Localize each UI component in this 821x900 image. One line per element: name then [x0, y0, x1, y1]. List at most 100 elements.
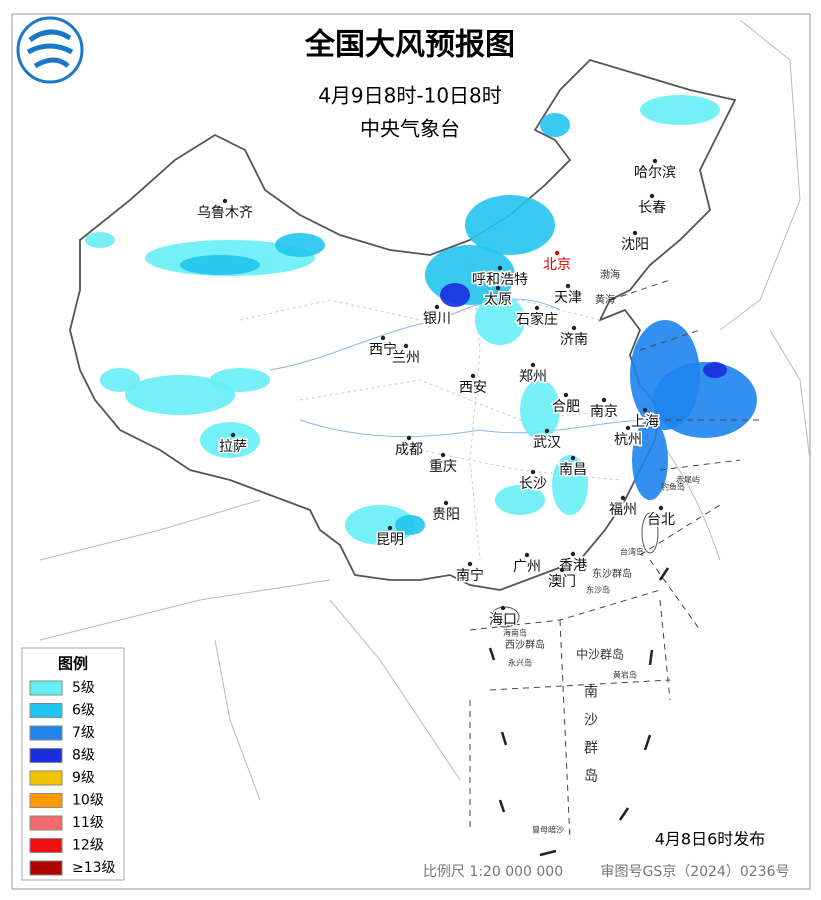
city-dot — [434, 304, 440, 310]
legend-label: 8级 — [72, 748, 95, 764]
rivers — [269, 298, 651, 438]
city-dot — [222, 198, 228, 204]
place-label: 台湾岛 — [620, 547, 644, 557]
city-label: 长春 — [638, 200, 666, 216]
city-dot — [625, 425, 631, 431]
taiwan — [641, 512, 659, 554]
city-label: 成都 — [395, 442, 423, 458]
legend-swatch — [29, 748, 63, 763]
city-label: 澳门 — [548, 574, 576, 590]
city-label: 福州 — [609, 502, 637, 518]
city-label: 香港 — [559, 558, 587, 574]
wind-area — [540, 113, 570, 137]
city-dot — [495, 285, 501, 291]
legend-swatch — [29, 770, 63, 786]
city-dot — [559, 567, 565, 573]
wind-area — [703, 362, 727, 378]
city-label: 武汉 — [533, 435, 561, 451]
city-dot — [497, 265, 503, 271]
legend-swatch — [29, 680, 63, 696]
wind-area — [275, 233, 325, 257]
city-label: 南京 — [590, 404, 618, 420]
city-dot — [500, 605, 506, 611]
place-label: 永兴岛 — [508, 658, 532, 668]
legend-swatch — [29, 860, 63, 876]
city-label: 广州 — [513, 559, 541, 575]
place-label: 西沙群岛 — [505, 638, 545, 651]
legend-label: 7级 — [72, 725, 95, 741]
city-label: 海口 — [489, 612, 517, 628]
city-dot — [554, 250, 560, 256]
city-label: 合肥 — [552, 399, 580, 415]
wind-area — [395, 515, 425, 535]
city-label: 上海 — [631, 414, 659, 430]
wind-area — [345, 505, 415, 545]
legend-label: ≥13级 — [72, 860, 116, 876]
wind-area — [100, 368, 140, 392]
city-dot — [620, 495, 626, 501]
sea-boundaries — [469, 279, 760, 841]
city-label: 天津 — [554, 290, 582, 306]
legend-swatch — [29, 725, 63, 741]
city-label: 郑州 — [519, 369, 547, 385]
legend-swatch — [29, 793, 63, 808]
period: 4月9日8时-10日8时 — [318, 84, 502, 108]
wind-area — [653, 362, 757, 438]
province-lines — [239, 259, 621, 561]
city-label: 兰州 — [392, 350, 420, 366]
place-label: 曾母暗沙 — [532, 825, 564, 835]
city-dot — [544, 428, 550, 434]
wind-area — [440, 283, 470, 307]
legend-swatch — [29, 838, 63, 853]
wind-area — [180, 255, 260, 275]
wind-area — [125, 375, 235, 415]
city-label: 石家庄 — [516, 311, 558, 328]
wind-area — [520, 380, 560, 440]
wind-area — [640, 95, 720, 125]
place-label: 东沙群岛 — [592, 567, 632, 580]
legend-label: 11级 — [72, 815, 104, 831]
wind-area — [475, 295, 525, 345]
city-label: 南昌 — [559, 462, 587, 478]
legend-swatch — [29, 815, 63, 831]
wind-area — [210, 368, 270, 392]
city-label: 昆明 — [376, 532, 404, 548]
nine-dash — [488, 567, 670, 857]
place-label: 东沙岛 — [586, 585, 610, 595]
legend-swatch — [29, 703, 63, 718]
city-dot — [470, 373, 476, 379]
release: 4月8日6时发布 — [655, 830, 766, 849]
wind-area — [495, 485, 545, 515]
city-label: 拉萨 — [219, 439, 247, 455]
logo — [16, 16, 84, 84]
city-label: 西安 — [459, 380, 487, 396]
city-label: 乌鲁木齐 — [197, 205, 253, 221]
city-label: 北京 — [543, 257, 571, 273]
city-dot — [601, 397, 607, 403]
city-dot — [570, 455, 576, 461]
wind-area — [200, 422, 260, 458]
title: 全国大风预报图 — [304, 28, 515, 63]
legend-title: 图例 — [58, 655, 88, 673]
city-dot — [443, 500, 449, 506]
city-label: 西宁 — [369, 341, 397, 358]
scale: 比例尺 1:20 000 000 — [423, 864, 563, 880]
place-label: 渤海 — [600, 268, 620, 281]
city-dot — [565, 283, 571, 289]
city-dot — [530, 469, 536, 475]
city-label: 南宁 — [456, 567, 484, 584]
city-label: 哈尔滨 — [634, 165, 676, 181]
city-label: 杭州 — [614, 432, 642, 448]
city-dot — [403, 343, 409, 349]
city-label: 银川 — [423, 311, 451, 327]
city-dot — [534, 305, 540, 311]
issuer: 中央气象台 — [360, 117, 460, 141]
place-label: 南沙群岛 — [582, 684, 598, 796]
city-dot — [632, 230, 638, 236]
place-label: 黄岩岛 — [613, 670, 637, 680]
legend: 图例 5级 6级 7级 8级 9级 10级 11级 12级 ≥13级 — [21, 647, 125, 881]
city-dot — [380, 335, 386, 341]
hainan — [490, 606, 520, 628]
legend-label: 6级 — [72, 703, 95, 719]
